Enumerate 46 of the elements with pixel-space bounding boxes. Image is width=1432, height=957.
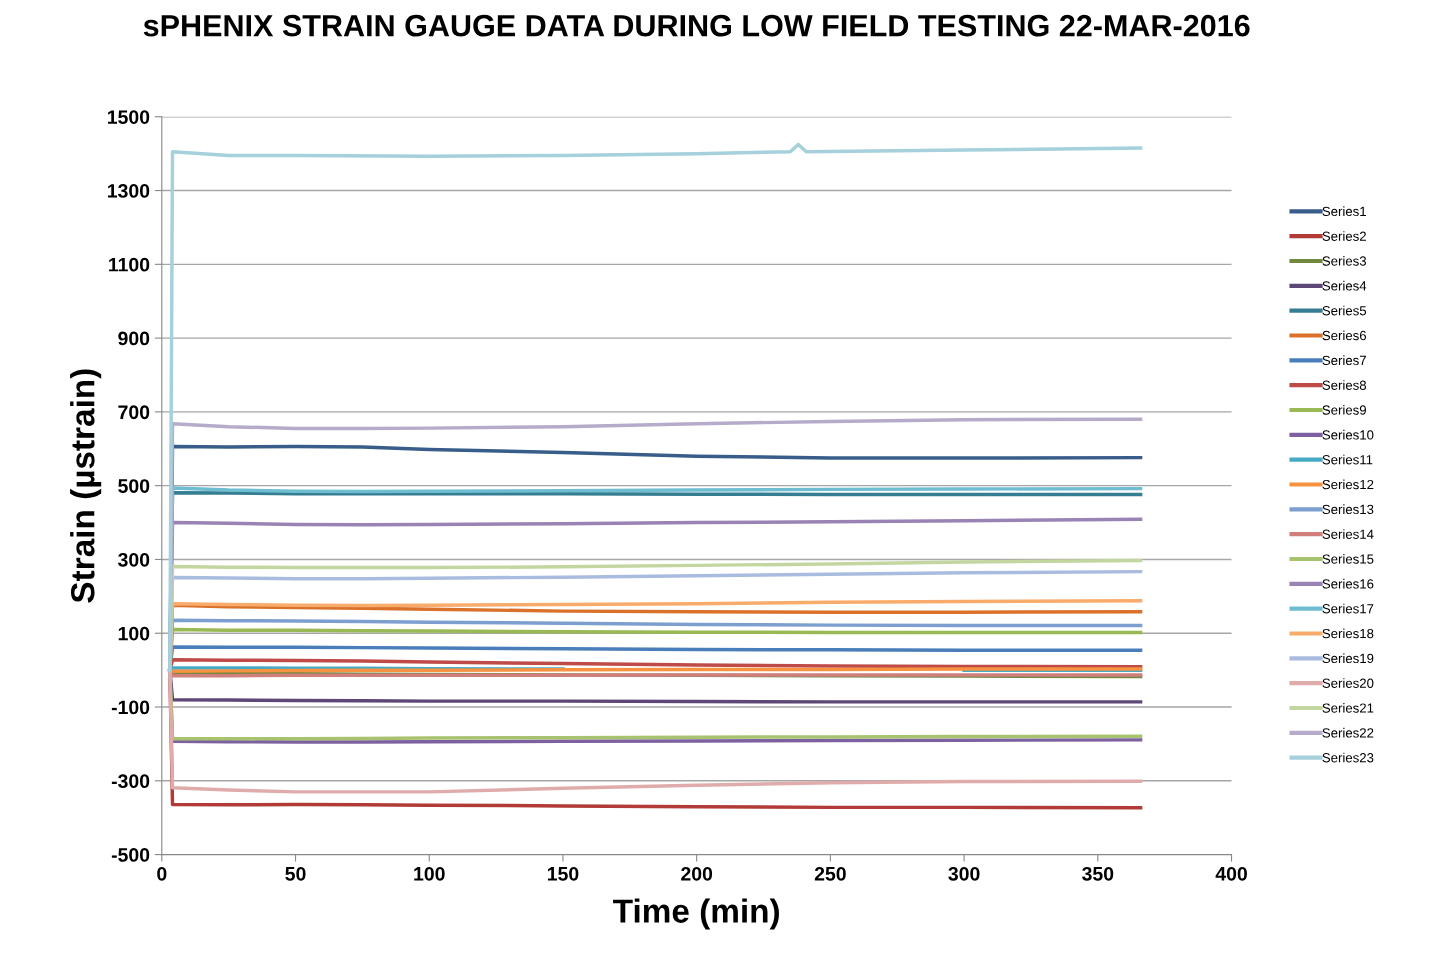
x-tick-label: 350 xyxy=(1082,866,1114,881)
x-tick-label: 50 xyxy=(285,866,306,881)
legend-label: Series8 xyxy=(1322,380,1367,390)
legend-label: Series1 xyxy=(1322,206,1366,217)
legend-label: Series11 xyxy=(1322,454,1373,465)
legend-label: Series12 xyxy=(1322,479,1374,490)
legend-label: Series16 xyxy=(1322,578,1374,589)
y-tick-label: 900 xyxy=(118,331,150,346)
legend-label: Series6 xyxy=(1322,330,1367,341)
x-tick-label: 200 xyxy=(681,866,713,881)
y-tick-label: -500 xyxy=(111,848,150,862)
chart-title: sPHENIX STRAIN GAUGE DATA DURING LOW FIELD TESTING 22-MAR-2016 xyxy=(143,14,1250,37)
y-tick-label: -300 xyxy=(111,774,150,789)
y-tick-label: 100 xyxy=(118,626,150,641)
legend-label: Series21 xyxy=(1322,703,1374,713)
legend-label: Series3 xyxy=(1322,256,1367,266)
y-tick-label: 1300 xyxy=(107,184,150,198)
y-tick-label: 700 xyxy=(118,405,150,420)
legend-label: Series2 xyxy=(1322,231,1366,241)
legend-label: Series4 xyxy=(1322,280,1367,291)
x-tick-label: 100 xyxy=(414,866,445,881)
y-tick-label: 1100 xyxy=(109,257,150,272)
legend-label: Series9 xyxy=(1322,405,1366,415)
legend-label: Series7 xyxy=(1322,355,1366,366)
y-tick-label: 300 xyxy=(118,552,150,567)
legend-label: Series14 xyxy=(1322,529,1374,539)
legend-label: Series5 xyxy=(1322,305,1367,316)
x-tick-label: 150 xyxy=(547,866,579,881)
x-tick-label: 300 xyxy=(948,866,980,881)
legend-label: Series15 xyxy=(1322,554,1374,564)
legend-label: Series19 xyxy=(1322,653,1374,664)
y-tick-label: -100 xyxy=(111,700,150,715)
legend-label: Series23 xyxy=(1322,752,1374,763)
legend-label: Series17 xyxy=(1322,603,1374,614)
legend-label: Series20 xyxy=(1322,678,1374,688)
x-tick-label: 250 xyxy=(814,866,846,881)
legend-label: Series13 xyxy=(1322,504,1374,515)
legend-label: Series18 xyxy=(1322,628,1374,639)
x-axis-title: Time (min) xyxy=(613,898,779,930)
y-axis-title: Strain (µstrain) xyxy=(70,369,102,603)
legend-label: Series22 xyxy=(1322,727,1374,738)
legend-label: Series10 xyxy=(1322,429,1374,440)
y-tick-label: 500 xyxy=(118,479,150,493)
y-tick-label: 1500 xyxy=(107,110,150,124)
x-tick-label: 0 xyxy=(157,866,167,881)
x-tick-label: 400 xyxy=(1215,866,1247,881)
